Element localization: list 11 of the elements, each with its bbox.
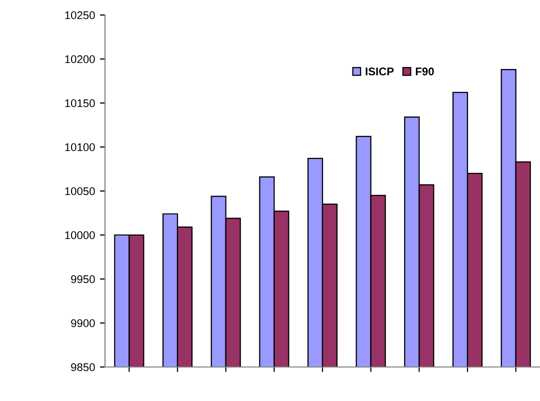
legend-label: F90 (416, 68, 434, 76)
y-tick-label: 9900 (71, 319, 95, 328)
y-tick-label: 10250 (65, 11, 95, 20)
y-tick-label: 10100 (65, 143, 95, 152)
y-tick-label: 10000 (65, 231, 95, 240)
y-tick-label: 10150 (65, 99, 95, 108)
y-tick-label: 10200 (65, 55, 95, 64)
y-tick-label: 9950 (71, 275, 95, 284)
legend-label: ISICP (366, 68, 394, 76)
y-tick-label: 9850 (71, 363, 95, 372)
y-tick-label: 10050 (65, 187, 95, 196)
